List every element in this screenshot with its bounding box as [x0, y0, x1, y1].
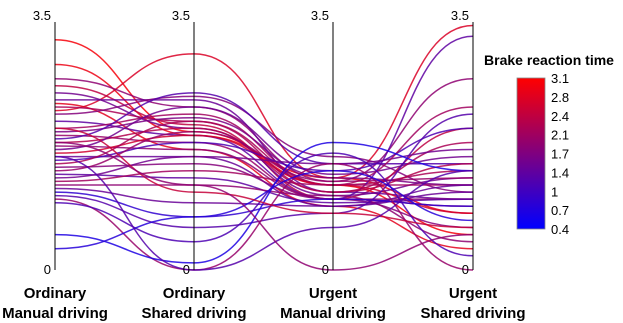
colorbar-tick-label: 2.4 [551, 109, 569, 124]
data-line [54, 127, 474, 229]
data-line [54, 113, 473, 186]
data-line [54, 95, 474, 193]
axis-min-label: 0 [183, 262, 190, 277]
data-line [54, 191, 474, 218]
axis-name-line1: Ordinary [163, 285, 226, 302]
colorbar [516, 77, 546, 230]
data-line [54, 162, 474, 271]
axis-name-line2: Manual driving [2, 305, 108, 322]
data-line [54, 155, 474, 271]
colorbar-tick-label: 3.1 [551, 71, 569, 86]
data-line [54, 141, 474, 271]
axis-name-line2: Manual driving [280, 305, 386, 322]
axis-max-label: 3.5 [311, 8, 329, 23]
data-line [54, 113, 474, 229]
data-line [54, 77, 474, 183]
colorbar-tick-label: 0.7 [551, 203, 569, 218]
axis-name-line2: Shared driving [141, 305, 246, 322]
axes: 3.5 0 Ordinary Manual driving 3.5 0 Ordinary Sh… [2, 8, 525, 322]
colorbar-title: Brake reaction time [484, 52, 614, 68]
data-line [54, 106, 474, 176]
data-line [54, 116, 474, 186]
data-lines [54, 24, 474, 271]
axis-name-line2: Shared driving [420, 305, 525, 322]
axis-name-line1: Ordinary [24, 285, 87, 302]
colorbar-tick-label: 1 [551, 184, 558, 199]
axis-name-line1: Urgent [309, 285, 357, 302]
colorbar-tick-label: 2.8 [551, 90, 569, 105]
data-line [54, 131, 474, 183]
axis-name-line1: Urgent [449, 285, 497, 302]
data-line [54, 106, 474, 186]
colorbar-tick-label: 1.7 [551, 147, 569, 162]
colorbar-tick-label: 0.4 [551, 222, 569, 237]
data-line [54, 170, 474, 250]
axis-min-label: 0 [322, 262, 329, 277]
data-line [54, 92, 473, 165]
axis-max-label: 3.5 [172, 8, 190, 23]
axis-min-label: 0 [462, 262, 469, 277]
colorbar-tick-label: 1.4 [551, 165, 569, 180]
axis-max-label: 3.5 [33, 8, 51, 23]
colorbar-legend: Brake reaction time 3.1 2.8 2.4 2.1 1.7 1.4 1 0.… [484, 52, 614, 237]
axis-min-label: 0 [44, 262, 51, 277]
colorbar-tick-label: 2.1 [551, 128, 569, 143]
axis-max-label: 3.5 [451, 8, 469, 23]
